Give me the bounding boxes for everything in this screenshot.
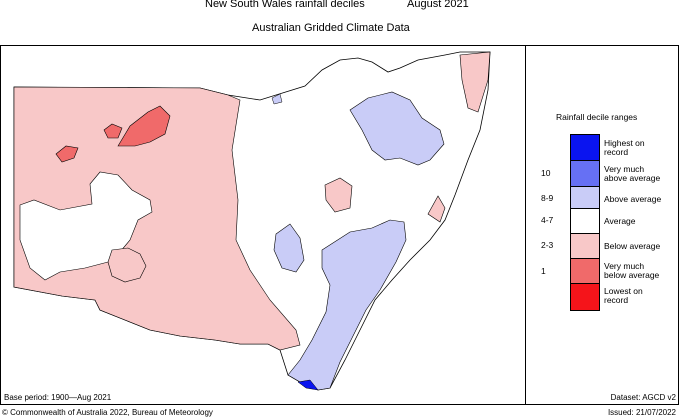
region-below-average-inner bbox=[107, 247, 147, 283]
map-subtitle: Australian Gridded Climate Data bbox=[252, 22, 410, 34]
issued-date: Issued: 21/07/2022 bbox=[607, 408, 676, 417]
legend-label: Above average bbox=[604, 194, 662, 204]
region-highest-on-record bbox=[297, 379, 319, 391]
region-above-average-north bbox=[349, 91, 445, 166]
region-below-average-dot bbox=[271, 93, 283, 105]
legend-swatch bbox=[570, 208, 600, 236]
legend-label: Below average bbox=[604, 241, 661, 251]
region-below-average-ne bbox=[459, 51, 491, 113]
region-below-average-coast bbox=[427, 195, 446, 223]
legend-label: Lowest on record bbox=[604, 286, 643, 305]
map-period: August 2021 bbox=[407, 0, 469, 10]
legend-label: Very much below average bbox=[604, 261, 660, 280]
copyright: © Commonwealth of Australia 2022, Bureau… bbox=[2, 408, 213, 417]
nsw-decile-map bbox=[13, 51, 491, 391]
legend-divider bbox=[525, 45, 526, 405]
legend-range: 10 bbox=[541, 168, 551, 178]
region-above-average-central bbox=[273, 223, 305, 273]
legend-label: Very much above average bbox=[604, 164, 661, 183]
legend-range: 2-3 bbox=[541, 240, 554, 250]
region-below-average-west bbox=[13, 86, 301, 351]
legend-title: Rainfall decile ranges bbox=[556, 112, 638, 122]
region-average-west-hole bbox=[19, 171, 153, 281]
legend-swatch bbox=[570, 233, 600, 261]
legend-range: 4-7 bbox=[541, 215, 554, 225]
map-title-bar: New South Wales rainfall deciles August … bbox=[0, 0, 680, 16]
base-period: Base period: 1900—Aug 2021 bbox=[4, 393, 112, 402]
region-very-much-below-2 bbox=[103, 123, 123, 139]
region-below-average-center bbox=[324, 177, 353, 213]
legend-swatch bbox=[570, 160, 600, 188]
region-above-average-south bbox=[287, 219, 407, 391]
legend-swatch bbox=[570, 134, 600, 162]
map-title: New South Wales rainfall deciles bbox=[205, 0, 365, 10]
region-very-much-below-3 bbox=[55, 145, 79, 163]
legend-label: Highest on record bbox=[604, 138, 645, 157]
legend-swatch bbox=[570, 283, 600, 311]
map-frame bbox=[0, 45, 679, 405]
region-very-much-below-1 bbox=[117, 105, 171, 147]
dataset-label: Dataset: AGCD v2 bbox=[610, 393, 676, 402]
legend-range: 8-9 bbox=[541, 193, 554, 203]
legend-label: Average bbox=[604, 216, 636, 226]
legend-range: 1 bbox=[541, 266, 546, 276]
legend-swatch bbox=[570, 258, 600, 286]
